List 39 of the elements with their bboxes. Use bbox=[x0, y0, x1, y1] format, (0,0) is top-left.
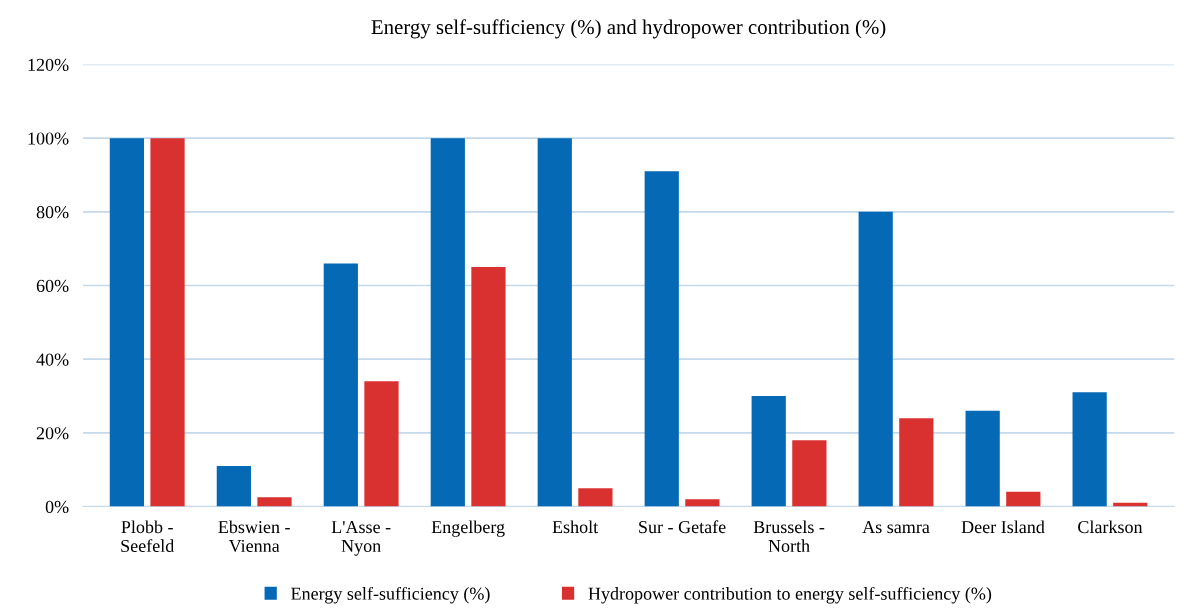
bar bbox=[751, 396, 786, 507]
x-tick-label: Sur - Getafe bbox=[639, 520, 726, 534]
bar bbox=[430, 138, 465, 507]
x-tick-label: Deer Island bbox=[961, 520, 1045, 534]
legend-label: Hydropower contribution to energy self-sufficiency (%) bbox=[588, 586, 992, 604]
x-tick-label: Esholt bbox=[552, 520, 599, 534]
x-tick-label: Brussels - North bbox=[753, 520, 825, 553]
y-tick-label: 80% bbox=[36, 206, 69, 219]
bar bbox=[792, 440, 827, 507]
chart-title: Energy self-sufficiency (%) and hydropower contribution (%) bbox=[371, 19, 886, 39]
bar bbox=[644, 171, 679, 507]
bar bbox=[1072, 392, 1107, 507]
bar bbox=[1006, 491, 1041, 507]
y-tick-label: 20% bbox=[36, 427, 69, 440]
y-tick-label: 60% bbox=[36, 279, 69, 293]
legend-label: Energy self-sufficiency (%) bbox=[291, 586, 490, 604]
y-tick-label: 40% bbox=[36, 353, 69, 366]
bar bbox=[109, 138, 144, 507]
bar bbox=[858, 211, 893, 507]
bar bbox=[965, 410, 1000, 507]
x-tick-label: Clarkson bbox=[1078, 520, 1143, 534]
bar bbox=[578, 488, 613, 507]
x-tick-label: Plobb - Seefeld bbox=[121, 520, 175, 553]
bar bbox=[323, 263, 358, 507]
bar bbox=[685, 499, 720, 507]
bar bbox=[899, 418, 934, 507]
x-tick-label: Ebswien - Vienna bbox=[218, 520, 290, 553]
x-tick-label: As samra bbox=[862, 521, 930, 534]
y-tick-label: 100% bbox=[28, 132, 69, 145]
bar bbox=[150, 138, 185, 507]
x-tick-label: L'Asse - Nyon bbox=[331, 521, 391, 556]
y-tick-label: 120% bbox=[28, 58, 69, 71]
bar bbox=[216, 466, 251, 507]
bar bbox=[537, 138, 572, 507]
bar bbox=[257, 497, 292, 507]
x-tick-label: Engelberg bbox=[431, 520, 505, 537]
bar bbox=[471, 267, 506, 507]
bar bbox=[364, 381, 399, 507]
y-tick-label: 0% bbox=[45, 500, 69, 514]
